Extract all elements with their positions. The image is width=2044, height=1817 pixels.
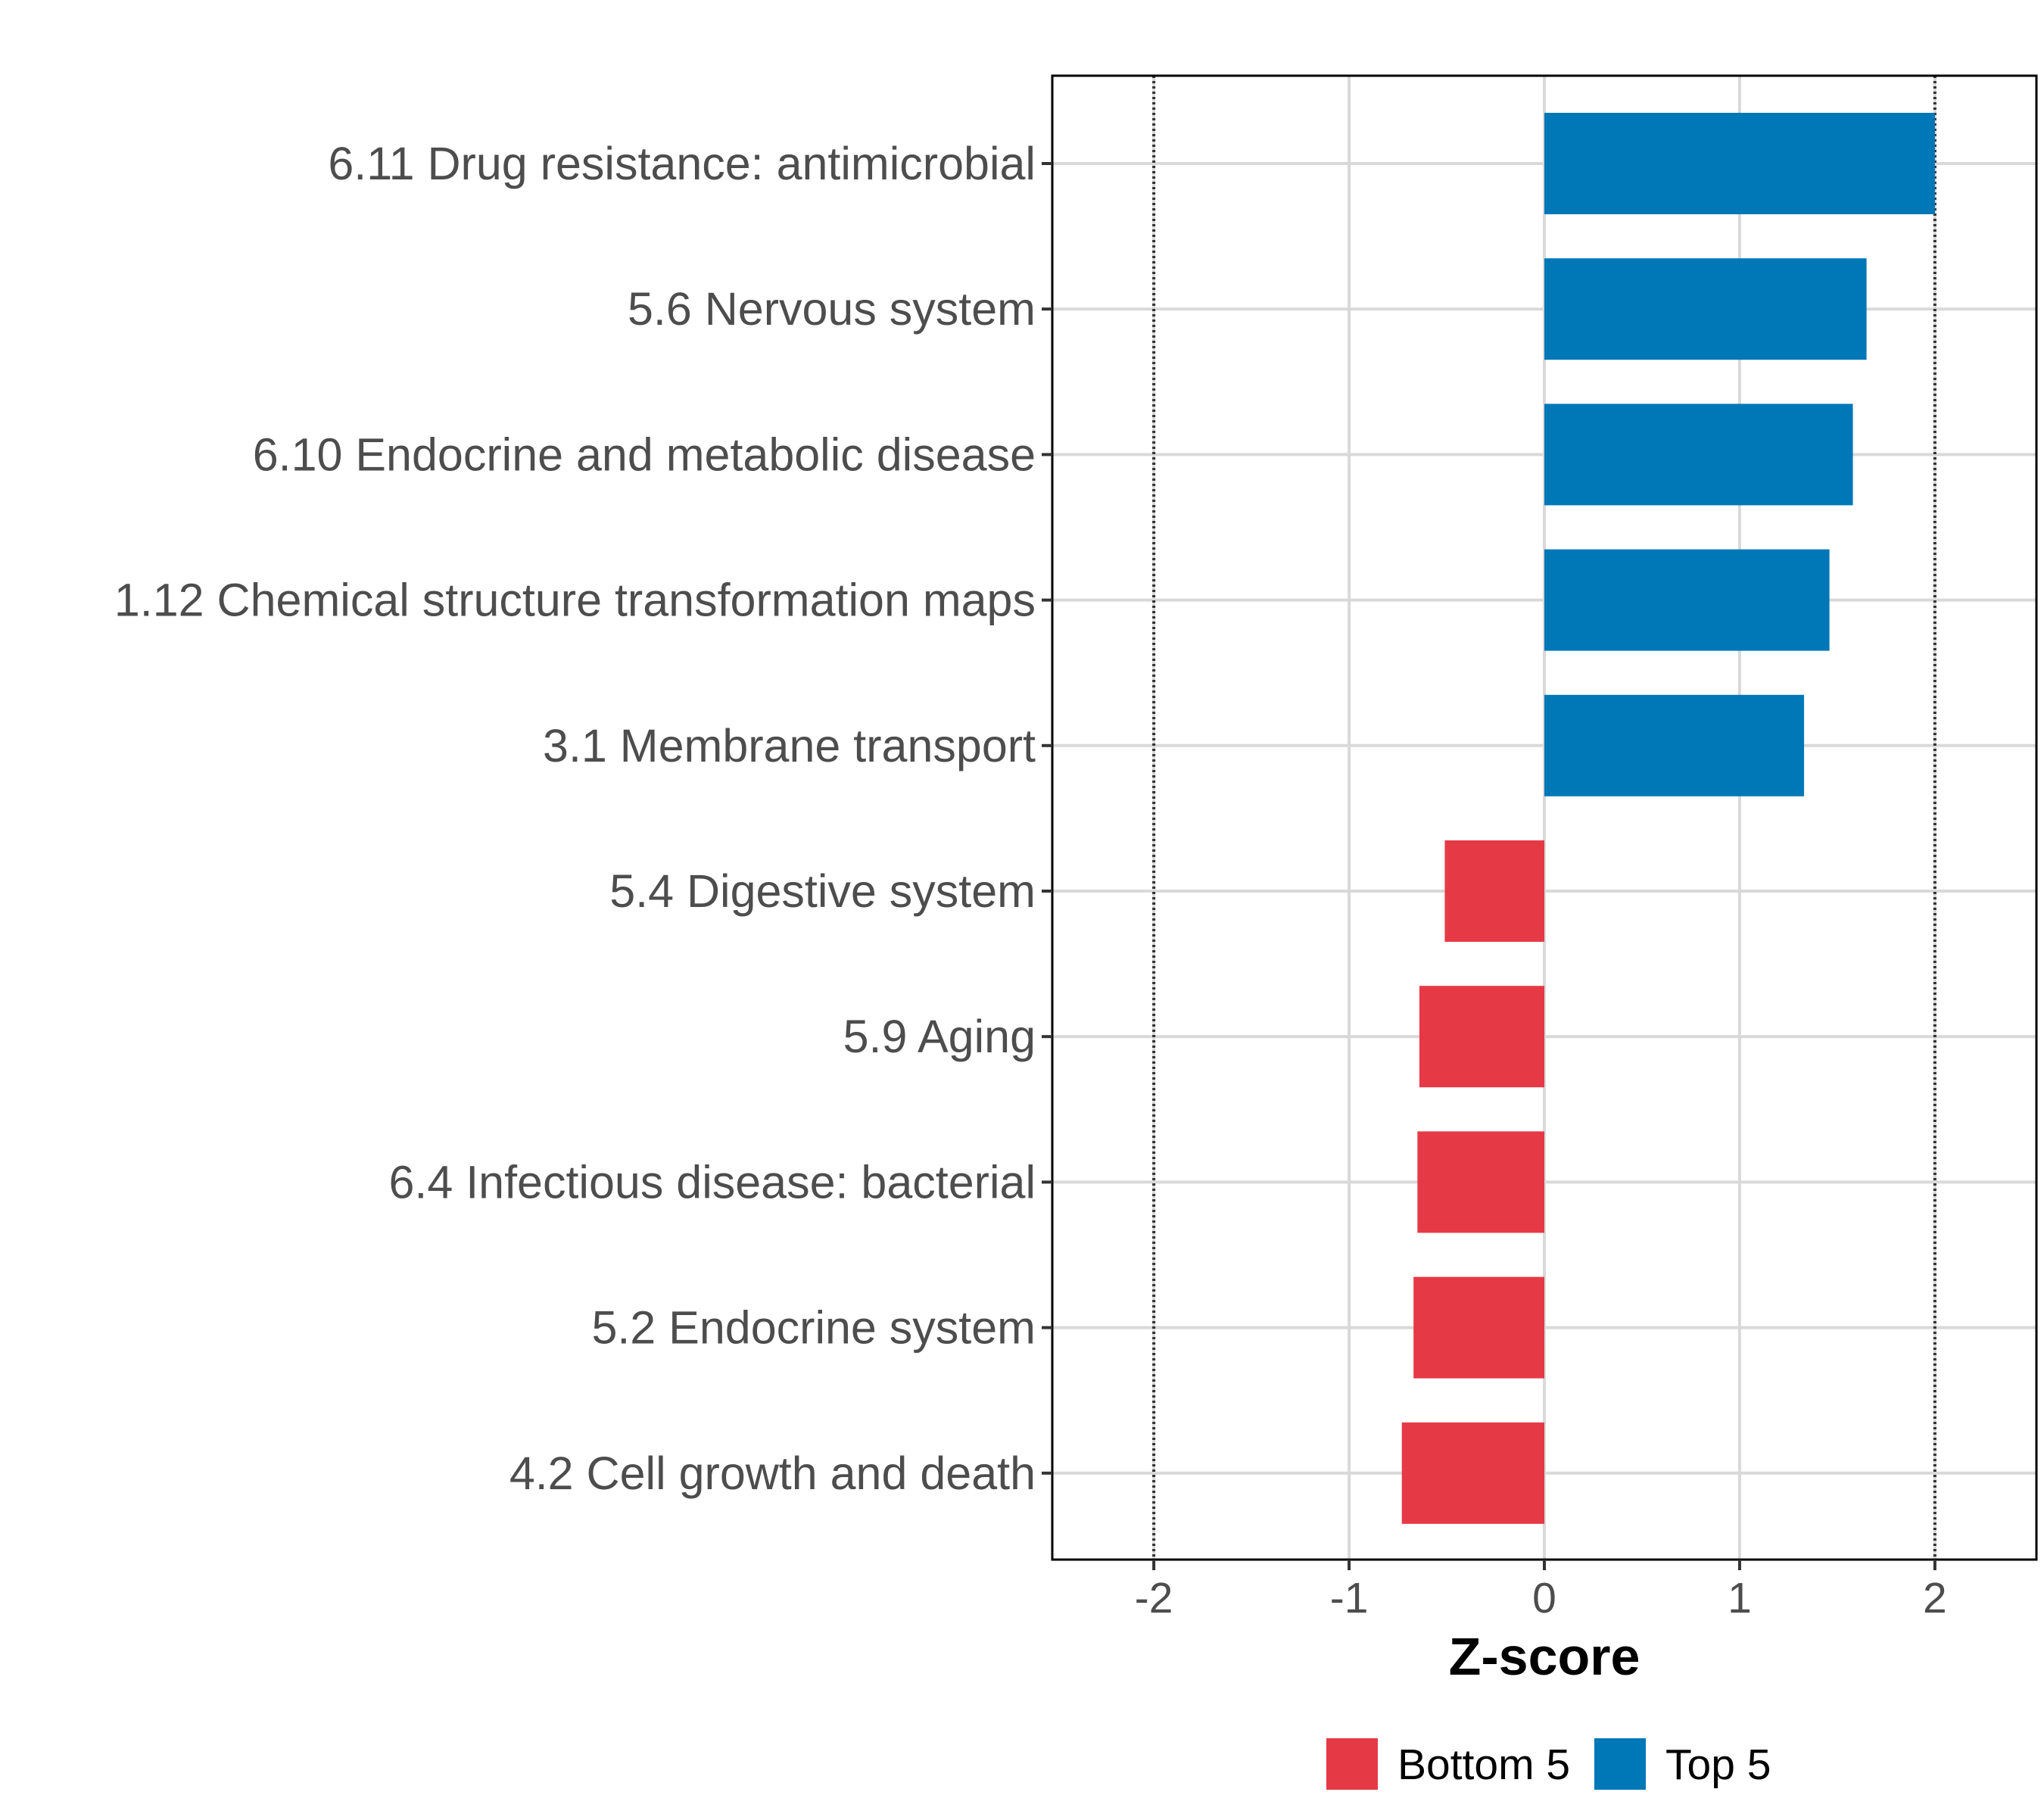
y-tick-label: 3.1 Membrane transport — [543, 720, 1036, 771]
x-tick-label: 1 — [1728, 1574, 1752, 1622]
legend: Bottom 5 Top 5 — [1326, 1738, 1771, 1790]
bar — [1419, 986, 1544, 1088]
y-tick-label: 4.2 Cell growth and death — [509, 1448, 1036, 1499]
bar — [1444, 840, 1544, 942]
legend-swatch — [1594, 1738, 1646, 1790]
bar — [1544, 694, 1805, 796]
x-tick-label: -2 — [1135, 1574, 1173, 1622]
bar — [1544, 549, 1830, 651]
x-tick-label: -1 — [1330, 1574, 1369, 1622]
y-tick-label: 5.4 Digestive system — [609, 865, 1036, 917]
bar — [1544, 113, 1935, 214]
x-tick-label: 2 — [1923, 1574, 1947, 1622]
x-axis-title: Z-score — [1449, 1627, 1640, 1686]
y-tick-label: 6.10 Endocrine and metabolic disease — [253, 429, 1036, 480]
legend-label: Top 5 — [1665, 1741, 1771, 1789]
bar — [1544, 258, 1867, 360]
y-tick-label: 6.4 Infectious disease: bacterial — [388, 1156, 1036, 1208]
reference-lines — [1152, 76, 1937, 1560]
y-tick-label: 1.12 Chemical structure transformation m… — [114, 575, 1036, 626]
y-tick-label: 5.9 Aging — [843, 1011, 1036, 1062]
y-tick-label: 5.6 Nervous system — [628, 283, 1036, 335]
x-tick-label: 0 — [1532, 1574, 1556, 1622]
bar — [1413, 1276, 1544, 1379]
bars — [1401, 113, 1935, 1524]
bar — [1401, 1422, 1544, 1524]
legend-label: Bottom 5 — [1397, 1741, 1570, 1789]
y-tick-label: 5.2 Endocrine system — [591, 1302, 1036, 1354]
x-axis: -2 -1 0 1 2 — [1135, 1560, 1947, 1622]
bar — [1544, 404, 1853, 506]
y-axis: 6.11 Drug resistance: antimicrobial 5.6 N… — [114, 138, 1052, 1499]
y-tick-label: 6.11 Drug resistance: antimicrobial — [328, 138, 1036, 189]
bar — [1417, 1131, 1544, 1233]
legend-swatch — [1326, 1738, 1378, 1790]
